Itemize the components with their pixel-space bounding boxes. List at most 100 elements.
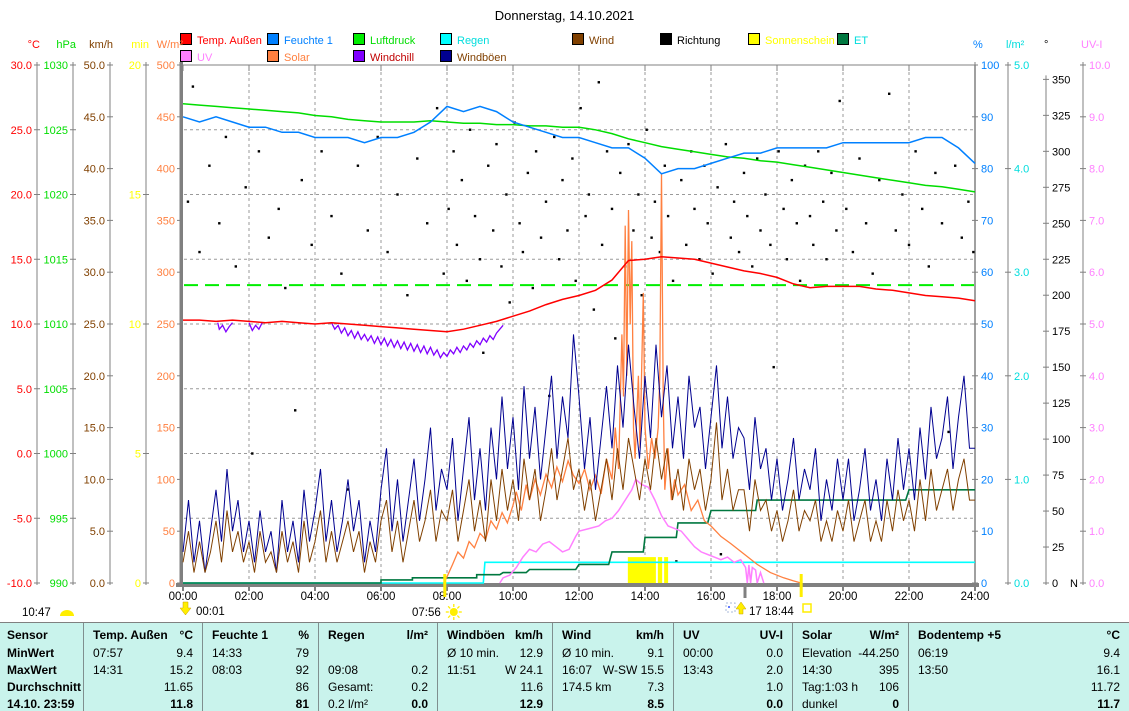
axis-tick-label: 2.0 <box>1014 371 1029 383</box>
table-column-feuchte-1: Feuchte 1% 14:33 79 08:03 92 86 81 <box>202 623 318 711</box>
stat-value: 0 <box>892 697 899 711</box>
row-label: 14.10. 23:59 <box>7 697 75 711</box>
axis-tick-label: 150 <box>1052 362 1070 374</box>
series-richtung-dot <box>835 229 838 232</box>
series-richtung-dot <box>764 193 767 196</box>
stat-row: 13:50 16.1 <box>909 662 1129 679</box>
series-richtung-dot <box>508 301 511 304</box>
x-tick-label: 06:00 <box>367 591 396 603</box>
stat-time: Ø 10 min. <box>562 646 615 660</box>
stat-value: 0.2 <box>411 680 428 694</box>
series-richtung-dot <box>198 250 201 254</box>
column-header: Bodentemp +5 °C <box>909 626 1129 645</box>
axis-tick-label: 0.0 <box>1014 578 1029 590</box>
series-richtung-dot <box>574 279 577 283</box>
axis-tick-label: 100 <box>157 474 175 486</box>
axis-tick-label: 30 <box>981 423 993 435</box>
legend-item-windchill: Windchill <box>353 50 415 64</box>
series-richtung-dot <box>468 128 472 131</box>
stat-value <box>328 645 428 662</box>
series-temp-au-en <box>183 255 976 333</box>
series-richtung-dot <box>518 222 521 225</box>
legend-item-luftdruck: Luftdruck <box>353 33 415 47</box>
axis-tick-label: 0 <box>135 578 141 590</box>
series-richtung-dot <box>742 171 746 175</box>
stat-value: 9.1 <box>647 646 664 660</box>
axis-tick-label: 200 <box>157 371 175 383</box>
series-et <box>183 488 975 584</box>
legend-item-temp-au-en: Temp. Außen <box>180 33 262 47</box>
series-richtung-dot <box>566 229 569 232</box>
axis-tick-label: 300 <box>1052 146 1070 158</box>
stat-time: Gesamt: <box>328 680 374 694</box>
stat-value: 9.4 <box>176 646 193 660</box>
legend-swatch <box>837 33 849 45</box>
axis-tick-label: 300 <box>157 267 175 279</box>
axis-tick-label: 100 <box>981 60 999 72</box>
series-richtung-dot <box>808 214 812 218</box>
table-row-labels: Sensor MinWert MaxWert Durchschnitt 14.10. 2… <box>0 623 83 711</box>
stat-value: 1.0 <box>766 680 783 694</box>
legend-item-regen: Regen <box>440 33 490 47</box>
stat-row: 8.5 <box>553 696 673 711</box>
x-tick-label: 00:00 <box>169 591 198 603</box>
stat-value: 12.9 <box>519 646 543 660</box>
stat-value: 92 <box>295 663 309 677</box>
sunset-time: 18:44 <box>765 606 794 618</box>
legend-swatch <box>353 33 365 45</box>
stat-value: 11.6 <box>520 680 543 694</box>
series-richtung-dot <box>907 243 911 247</box>
stat-row: 11.8 <box>84 696 202 711</box>
axis-tick-label: 1000 <box>44 449 68 461</box>
stat-row: 11.65 <box>84 679 202 696</box>
series-richtung-dot <box>553 135 556 139</box>
series-richtung-dot <box>785 258 789 261</box>
stat-row: 11:51 W 24.1 <box>438 662 552 679</box>
column-unit: °C <box>179 628 193 642</box>
stat-row: dunkel 0 <box>793 696 908 711</box>
series-richtung-dot <box>663 164 666 167</box>
series-richtung-dot <box>505 193 508 196</box>
column-name: Feuchte 1 <box>212 628 269 642</box>
series-richtung-dot <box>473 214 477 218</box>
row-label: Durchschnitt <box>7 680 82 694</box>
series-richtung-dot <box>817 150 820 153</box>
series-sonnenschein-bar <box>664 557 669 583</box>
axis-tick-label: 0 <box>981 578 987 590</box>
legend-label: Wind <box>589 35 615 47</box>
legend-swatch <box>353 50 365 62</box>
legend-swatch <box>180 33 192 45</box>
series-richtung-dot <box>416 157 419 160</box>
legend-label: Regen <box>457 35 490 47</box>
legend-label: ET <box>854 35 869 47</box>
stat-value: 2.0 <box>766 663 783 677</box>
axis-unit-°: ° <box>1044 39 1048 51</box>
axis-unit-°C: °C <box>28 39 40 51</box>
stat-time: 13:50 <box>918 663 949 677</box>
axis-tick-label: 50 <box>163 526 175 538</box>
axis-tick-label: 1.0 <box>1014 474 1029 486</box>
series-windchill <box>217 322 233 334</box>
series-richtung-dot <box>492 229 495 232</box>
stat-row: 13:43 2.0 <box>674 662 792 679</box>
legend-label: Windchill <box>370 52 415 64</box>
series-richtung-dot <box>452 150 455 153</box>
moonrise-time: 17 <box>749 606 762 618</box>
axis-tick-label: 4.0 <box>1014 164 1029 176</box>
column-unit: km/h <box>635 628 664 642</box>
stat-row: 11.7 <box>909 696 1129 711</box>
stat-row: 00:00 0.0 <box>674 645 792 662</box>
axis-tick-label: 400 <box>157 164 175 176</box>
axis-tick-label: 2.0 <box>1089 474 1104 486</box>
stat-value: 0.0 <box>766 646 783 660</box>
axis-tick-label: 3.0 <box>1089 423 1104 435</box>
axis-tick-label: 0 <box>169 578 175 590</box>
series-richtung-dot <box>711 272 714 275</box>
axis-tick-label: 10 <box>981 526 993 538</box>
axis-tick-label: 200 <box>1052 290 1070 302</box>
series-richtung-dot <box>597 81 600 84</box>
column-name: Regen <box>328 628 365 642</box>
x-tick-label: 22:00 <box>895 591 924 603</box>
series-richtung-dot <box>653 200 657 203</box>
